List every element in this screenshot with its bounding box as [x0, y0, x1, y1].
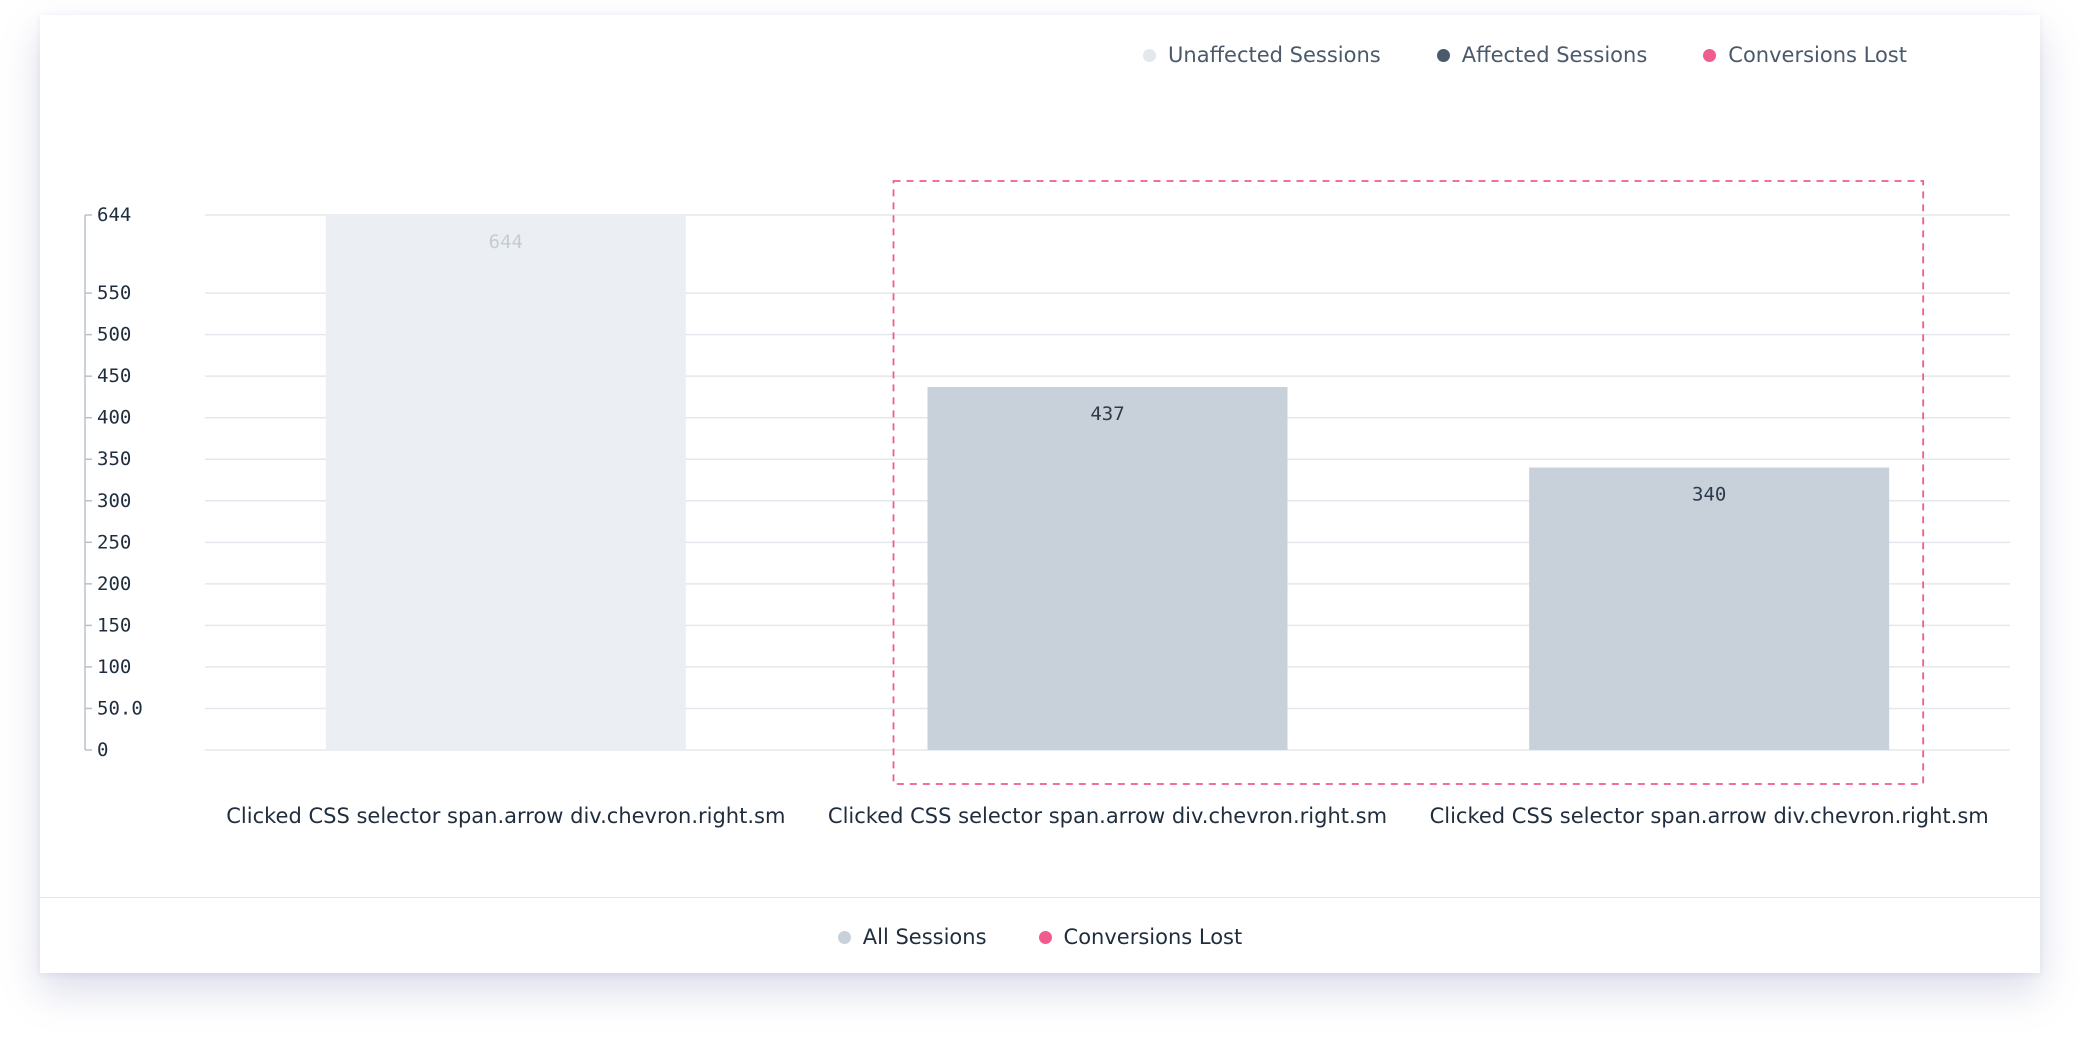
y-tick-label: 550: [97, 282, 131, 304]
legend-label: Affected Sessions: [1461, 43, 1648, 67]
legend-item-conversions-lost-bottom[interactable]: Conversions Lost: [1038, 925, 1243, 949]
bar: [325, 215, 686, 750]
y-tick-label: 50.0: [97, 697, 143, 719]
y-tick-label: 350: [97, 448, 131, 470]
y-tick-label: 644: [97, 204, 131, 226]
chart-card: Unaffected Sessions Affected Sessions Co…: [40, 15, 2040, 973]
bar-data-label: 644: [489, 231, 523, 253]
legend-dot-all-sessions: [837, 930, 851, 944]
legend-label: All Sessions: [862, 925, 987, 949]
y-tick-label: 100: [97, 656, 131, 678]
y-tick-label: 200: [97, 573, 131, 595]
legend-item-all-sessions[interactable]: All Sessions: [837, 925, 987, 949]
bar-chart: 0 50.0 100 150 200 250 300 350 400 450 500 550 644 64…: [84, 180, 2010, 828]
y-tick-label: 150: [97, 614, 131, 636]
legend-label: Conversions Lost: [1728, 43, 1907, 67]
y-tick-label: 300: [97, 490, 131, 512]
legend-item-affected-sessions[interactable]: Affected Sessions: [1436, 43, 1648, 67]
legend-item-unaffected-sessions[interactable]: Unaffected Sessions: [1143, 43, 1381, 67]
highlight-box: [892, 180, 1925, 785]
x-category-label: Clicked CSS selector span.arrow div.chev…: [1430, 804, 1989, 828]
bar-data-label: 340: [1692, 484, 1726, 506]
legend-label: Unaffected Sessions: [1168, 43, 1381, 67]
bottom-legend: All Sessions Conversions Lost: [40, 925, 2040, 949]
legend-dot-conversions-lost: [1703, 48, 1717, 62]
bar: [927, 386, 1288, 750]
y-tick-label: 400: [97, 407, 131, 429]
bar: [1529, 467, 1890, 750]
legend-label: Conversions Lost: [1063, 925, 1243, 949]
x-category-label: Clicked CSS selector span.arrow div.chev…: [226, 804, 785, 828]
bar-data-label: 437: [1090, 403, 1124, 425]
legend-dot-unaffected: [1143, 48, 1157, 62]
top-legend: Unaffected Sessions Affected Sessions Co…: [1143, 43, 1907, 67]
legend-item-conversions-lost[interactable]: Conversions Lost: [1703, 43, 1907, 67]
divider: [40, 897, 2040, 898]
legend-dot-affected: [1436, 48, 1450, 62]
y-tick-label: 0: [97, 739, 108, 761]
y-tick-label: 450: [97, 365, 131, 387]
x-category-label: Clicked CSS selector span.arrow div.chev…: [828, 804, 1387, 828]
y-tick-label: 500: [97, 324, 131, 346]
legend-dot-conversions-lost: [1038, 930, 1052, 944]
y-tick-label: 250: [97, 531, 131, 553]
